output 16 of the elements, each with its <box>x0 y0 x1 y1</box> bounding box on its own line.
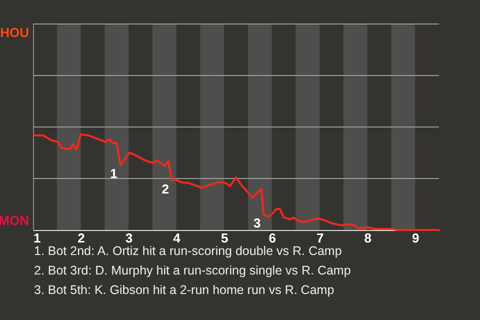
text: 1. Bot 2nd: A. Ortiz hit a run-scoring double vs R. Camp <box>34 244 342 258</box>
x-tick-label: 9 <box>412 230 420 246</box>
text: 2. Bot 3rd: D. Murphy hit a run-scoring single vs R. Camp <box>34 264 351 278</box>
x-tick-label: 3 <box>125 230 133 246</box>
x-tick-label: 4 <box>173 230 182 246</box>
text: HOU <box>0 25 29 40</box>
annotation: 3 <box>253 216 261 231</box>
annotation: 1 <box>110 166 118 181</box>
x-tick-label: 5 <box>220 230 228 246</box>
x-tick-label: 7 <box>316 230 324 246</box>
x-tick-label: 1 <box>34 230 41 246</box>
annotation: 2 <box>162 181 169 196</box>
x-tick-label: 2 <box>78 230 85 246</box>
x-tick-label: 6 <box>268 230 276 246</box>
x-tick-label: 8 <box>364 230 372 246</box>
text: 3. Bot 5th: K. Gibson hit a 2-run home run vs R. Camp <box>34 283 334 297</box>
